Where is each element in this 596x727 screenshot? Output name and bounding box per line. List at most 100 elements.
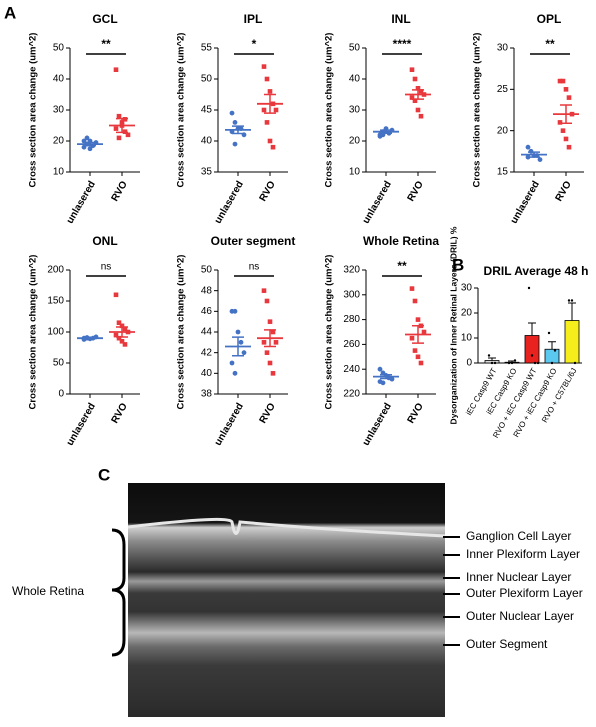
dot [412, 298, 418, 304]
dot [113, 292, 119, 298]
y-tick-label: 48 [201, 285, 213, 296]
dot [113, 332, 119, 338]
dot [264, 350, 270, 355]
layer-label: Outer Plexiform Layer [466, 586, 583, 600]
sem-bar [412, 325, 424, 344]
dot [270, 329, 276, 335]
dot [119, 339, 125, 344]
dot [119, 323, 125, 329]
dot [566, 95, 572, 100]
sem-bar [232, 125, 244, 135]
y-tick-label: 30 [53, 105, 65, 116]
dot [415, 354, 421, 360]
dot [415, 317, 421, 322]
point [527, 286, 531, 290]
y-tick-label: 100 [47, 327, 64, 338]
dot [267, 89, 273, 94]
sem-bar [232, 336, 244, 357]
y-tick-label: 220 [343, 389, 360, 400]
dot [122, 326, 128, 332]
dot [241, 350, 247, 356]
dot [116, 113, 122, 119]
dot [125, 132, 131, 138]
y-tick-label: 10 [461, 333, 473, 344]
chart-title: OPL [537, 12, 562, 26]
dot [264, 76, 270, 82]
error-bar [548, 341, 556, 350]
y-tick-label: 50 [53, 358, 65, 369]
point [533, 361, 537, 365]
x-tick-label: RVO [110, 401, 130, 425]
point [550, 361, 554, 365]
dot [412, 76, 418, 82]
dot [273, 107, 279, 113]
layer-label: Inner Plexiform Layer [466, 547, 580, 561]
dot [409, 95, 415, 100]
y-tick-label: 50 [349, 43, 361, 54]
y-tick-label: 10 [349, 167, 361, 178]
sem-bar [264, 329, 276, 348]
y-tick-label: 40 [53, 74, 65, 85]
dot [238, 339, 244, 345]
point [507, 361, 511, 365]
sem-bar [84, 337, 96, 340]
dot [122, 342, 128, 347]
dot [84, 135, 90, 141]
x-tick-label: RVO [406, 179, 426, 203]
chart-title: GCL [92, 12, 117, 26]
dot [273, 340, 279, 345]
dot [563, 136, 569, 142]
dot [418, 113, 424, 119]
y-tick-label: 44 [201, 327, 213, 338]
dot [267, 360, 273, 366]
sem-bar [116, 326, 128, 338]
dot [270, 371, 276, 376]
bar [524, 335, 540, 364]
significance: * [252, 37, 257, 51]
dot [415, 107, 421, 113]
error-bar [568, 302, 576, 321]
dot [267, 319, 273, 324]
dot [261, 107, 267, 113]
sem-bar [528, 151, 540, 158]
dot [229, 110, 235, 116]
dot [409, 286, 415, 291]
oct-left-label: Whole Retina [12, 584, 84, 598]
chart-title: Outer segment [211, 234, 296, 248]
oct-image [128, 483, 445, 717]
point [570, 299, 574, 302]
dot [409, 335, 415, 341]
layer-label: Outer Nuclear Layer [466, 609, 574, 623]
y-tick-label: 55 [201, 43, 213, 54]
dot [409, 67, 415, 72]
x-tick-label: unlasered [213, 179, 246, 225]
chart-title: IPL [244, 12, 263, 26]
point [573, 361, 577, 365]
y-tick-label: 38 [201, 389, 213, 400]
sem-bar [380, 374, 392, 380]
x-tick-label: unlasered [361, 401, 394, 447]
x-tick-label: unlasered [509, 179, 542, 225]
y-tick-label: 42 [201, 347, 213, 358]
dot [235, 329, 241, 335]
y-tick-label: 320 [343, 265, 360, 276]
panel-label: C [98, 465, 110, 484]
error-bar [528, 322, 536, 336]
dot [113, 126, 119, 131]
oct-surface [127, 517, 446, 538]
y-axis-label: Cross section area change (um^2) [28, 255, 39, 410]
bar [564, 320, 580, 364]
sem-bar [380, 129, 392, 134]
x-tick-label: RVO [406, 401, 426, 425]
dot [412, 348, 418, 353]
dot [267, 138, 273, 144]
y-tick-label: 20 [461, 308, 473, 319]
chart-title: Whole Retina [363, 234, 439, 248]
dot [525, 144, 531, 150]
point [553, 349, 557, 352]
dot [537, 157, 543, 163]
layer-label: Outer Segment [466, 637, 548, 651]
x-tick-label: RVO [258, 401, 278, 425]
dot [264, 298, 270, 304]
